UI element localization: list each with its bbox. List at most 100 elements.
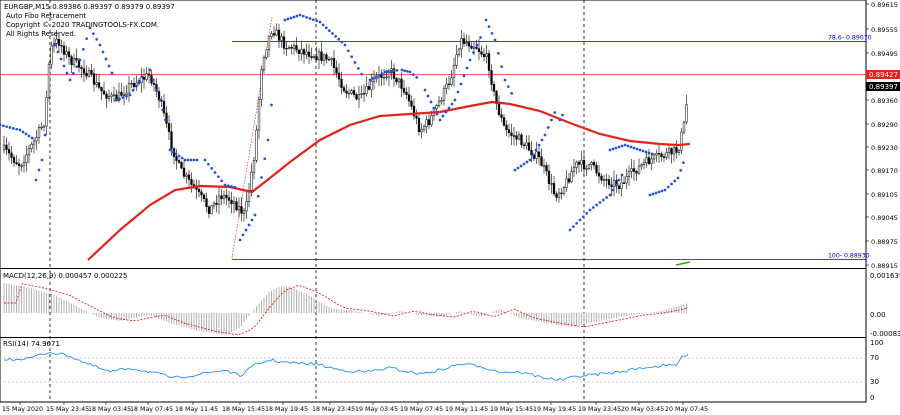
- sar-dot: [56, 50, 60, 54]
- sar-dot: [496, 51, 500, 55]
- sar-dot: [241, 233, 245, 237]
- sar-dot: [395, 69, 399, 72]
- sar-dot: [158, 98, 162, 102]
- candle-body: [505, 124, 508, 130]
- candle-body: [312, 56, 316, 58]
- price-axis: 0.89615 0.89555 0.89495 0.89360 0.89290 0.892…: [866, 1, 898, 270]
- sar-dot: [0, 123, 2, 127]
- sar-dot: [438, 118, 442, 122]
- candle-body: [210, 205, 213, 214]
- sar-dot: [263, 157, 267, 161]
- sar-dot: [679, 168, 683, 172]
- candle-body: [612, 180, 616, 188]
- candle-body: [465, 42, 468, 44]
- candle-body: [645, 157, 648, 163]
- candle-body: [630, 168, 633, 172]
- sar-dot: [650, 152, 654, 156]
- candle-body: [305, 51, 308, 55]
- candle-body: [550, 183, 553, 185]
- macd-green-marker: [675, 261, 691, 266]
- candlesticks: [2, 23, 688, 222]
- sar-dot: [371, 77, 375, 80]
- sar-dot: [340, 40, 344, 44]
- candle-body: [430, 115, 433, 125]
- candle-body: [367, 86, 371, 90]
- candle-body: [657, 153, 661, 155]
- sar-dot: [500, 65, 504, 69]
- sar-dot: [534, 148, 538, 152]
- sar-dot: [591, 206, 595, 209]
- candle-body: [72, 58, 76, 66]
- candle-body: [360, 93, 363, 95]
- candle-body: [95, 82, 98, 85]
- sar-dot: [18, 128, 22, 132]
- candle-body: [140, 77, 143, 84]
- candle-body: [350, 90, 353, 94]
- candle-body: [447, 83, 451, 86]
- sar-dot: [343, 43, 347, 47]
- candle-body: [512, 135, 516, 137]
- price-axis-label: 0.89230: [871, 144, 898, 152]
- candle-body: [620, 182, 623, 189]
- sar-dot: [226, 184, 230, 188]
- sar-dot: [405, 69, 409, 73]
- candle-body: [190, 179, 193, 185]
- time-axis-label: 18 May 15:45: [222, 406, 265, 413]
- sar-dot: [350, 55, 354, 59]
- candle-body: [392, 68, 396, 79]
- sar-dot: [415, 75, 419, 79]
- sar-dot: [155, 88, 159, 92]
- candle-body: [252, 159, 256, 173]
- sar-dot: [318, 20, 322, 24]
- rsi-axis-0: 0: [870, 394, 874, 402]
- sar-dot: [588, 208, 592, 212]
- candle-body: [462, 38, 466, 44]
- sar-dot: [531, 153, 535, 157]
- chart-frame: [0, 0, 867, 403]
- candle-body: [425, 119, 428, 127]
- candle-body: [87, 70, 91, 77]
- sar-dot: [168, 148, 172, 152]
- candle-body: [545, 165, 548, 172]
- candle-body: [592, 162, 596, 166]
- candle-body: [152, 82, 156, 85]
- sar-dot: [408, 70, 412, 74]
- macd-axis-top: 0.001639: [870, 272, 900, 280]
- sar-dot: [663, 188, 667, 192]
- time-axis-label: 19 May 15:45: [490, 406, 533, 413]
- candle-body: [280, 36, 283, 41]
- candle-body: [240, 206, 243, 214]
- candle-body: [107, 96, 111, 99]
- candle-body: [617, 185, 621, 189]
- sar-dot: [620, 144, 624, 148]
- candle-body: [622, 182, 626, 184]
- sar-dot: [673, 179, 677, 183]
- candle-body: [177, 160, 181, 163]
- candle-body: [97, 82, 101, 88]
- sar-dot: [305, 15, 309, 19]
- candle-body: [70, 56, 73, 66]
- candle-body: [92, 73, 96, 85]
- sar-dot: [571, 225, 575, 229]
- candle-body: [627, 171, 631, 177]
- macd-axis-bottom: -0.000838: [870, 330, 900, 338]
- candle-body: [145, 73, 148, 80]
- candle-body: [470, 45, 473, 49]
- candle-body: [417, 117, 421, 132]
- sar-dot: [328, 29, 331, 32]
- candle-body: [597, 172, 601, 177]
- candle-body: [460, 38, 463, 50]
- candle-body: [682, 121, 686, 133]
- candle-body: [245, 201, 248, 212]
- sar-dot: [107, 64, 111, 68]
- candle-body: [170, 131, 173, 149]
- sar-dot: [540, 138, 544, 142]
- candle-body: [680, 131, 683, 151]
- rsi-axis-70: 70: [870, 354, 879, 362]
- candle-body: [577, 161, 581, 165]
- candle-body: [130, 82, 133, 85]
- sar-dot: [43, 133, 47, 137]
- sar-dot: [163, 118, 167, 122]
- sar-dot: [8, 126, 12, 129]
